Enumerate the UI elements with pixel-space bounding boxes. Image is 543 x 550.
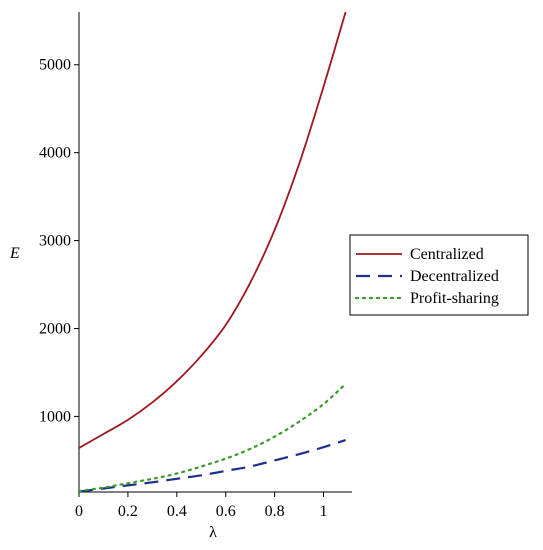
x-tick-label: 0	[75, 503, 83, 520]
y-tick-label: 5000	[39, 57, 71, 74]
y-tick-label: 1000	[39, 408, 71, 425]
legend-label-profit-sharing: Profit-sharing	[410, 290, 499, 307]
x-axis-title: λ	[209, 524, 217, 541]
series-line-profit-sharing	[77, 382, 347, 493]
legend-label-centralized: Centralized	[410, 246, 484, 263]
y-tick-label: 2000	[39, 320, 71, 337]
legend-label-decentralized: Decentralized	[410, 268, 499, 285]
x-tick-label: 1	[320, 503, 328, 520]
x-tick-label: 0.8	[265, 503, 285, 520]
y-tick-label: 4000	[39, 145, 71, 162]
series-line-centralized	[78, 11, 347, 449]
series-line-decentralized	[78, 439, 346, 493]
legend: Centralized Decentralized Profit-sharing	[349, 234, 529, 316]
series-layer	[77, 11, 347, 493]
axes	[78, 12, 352, 493]
y-axis-title: E	[9, 245, 20, 262]
x-tick-label: 0.2	[118, 503, 138, 520]
ticks: 0 0.2 0.4 0.6 0.8 1 1000 2000 3000 4000 5000	[39, 57, 328, 520]
x-tick-label: 0.4	[167, 503, 187, 520]
y-tick-label: 3000	[39, 233, 71, 250]
x-tick-label: 0.6	[216, 503, 236, 520]
